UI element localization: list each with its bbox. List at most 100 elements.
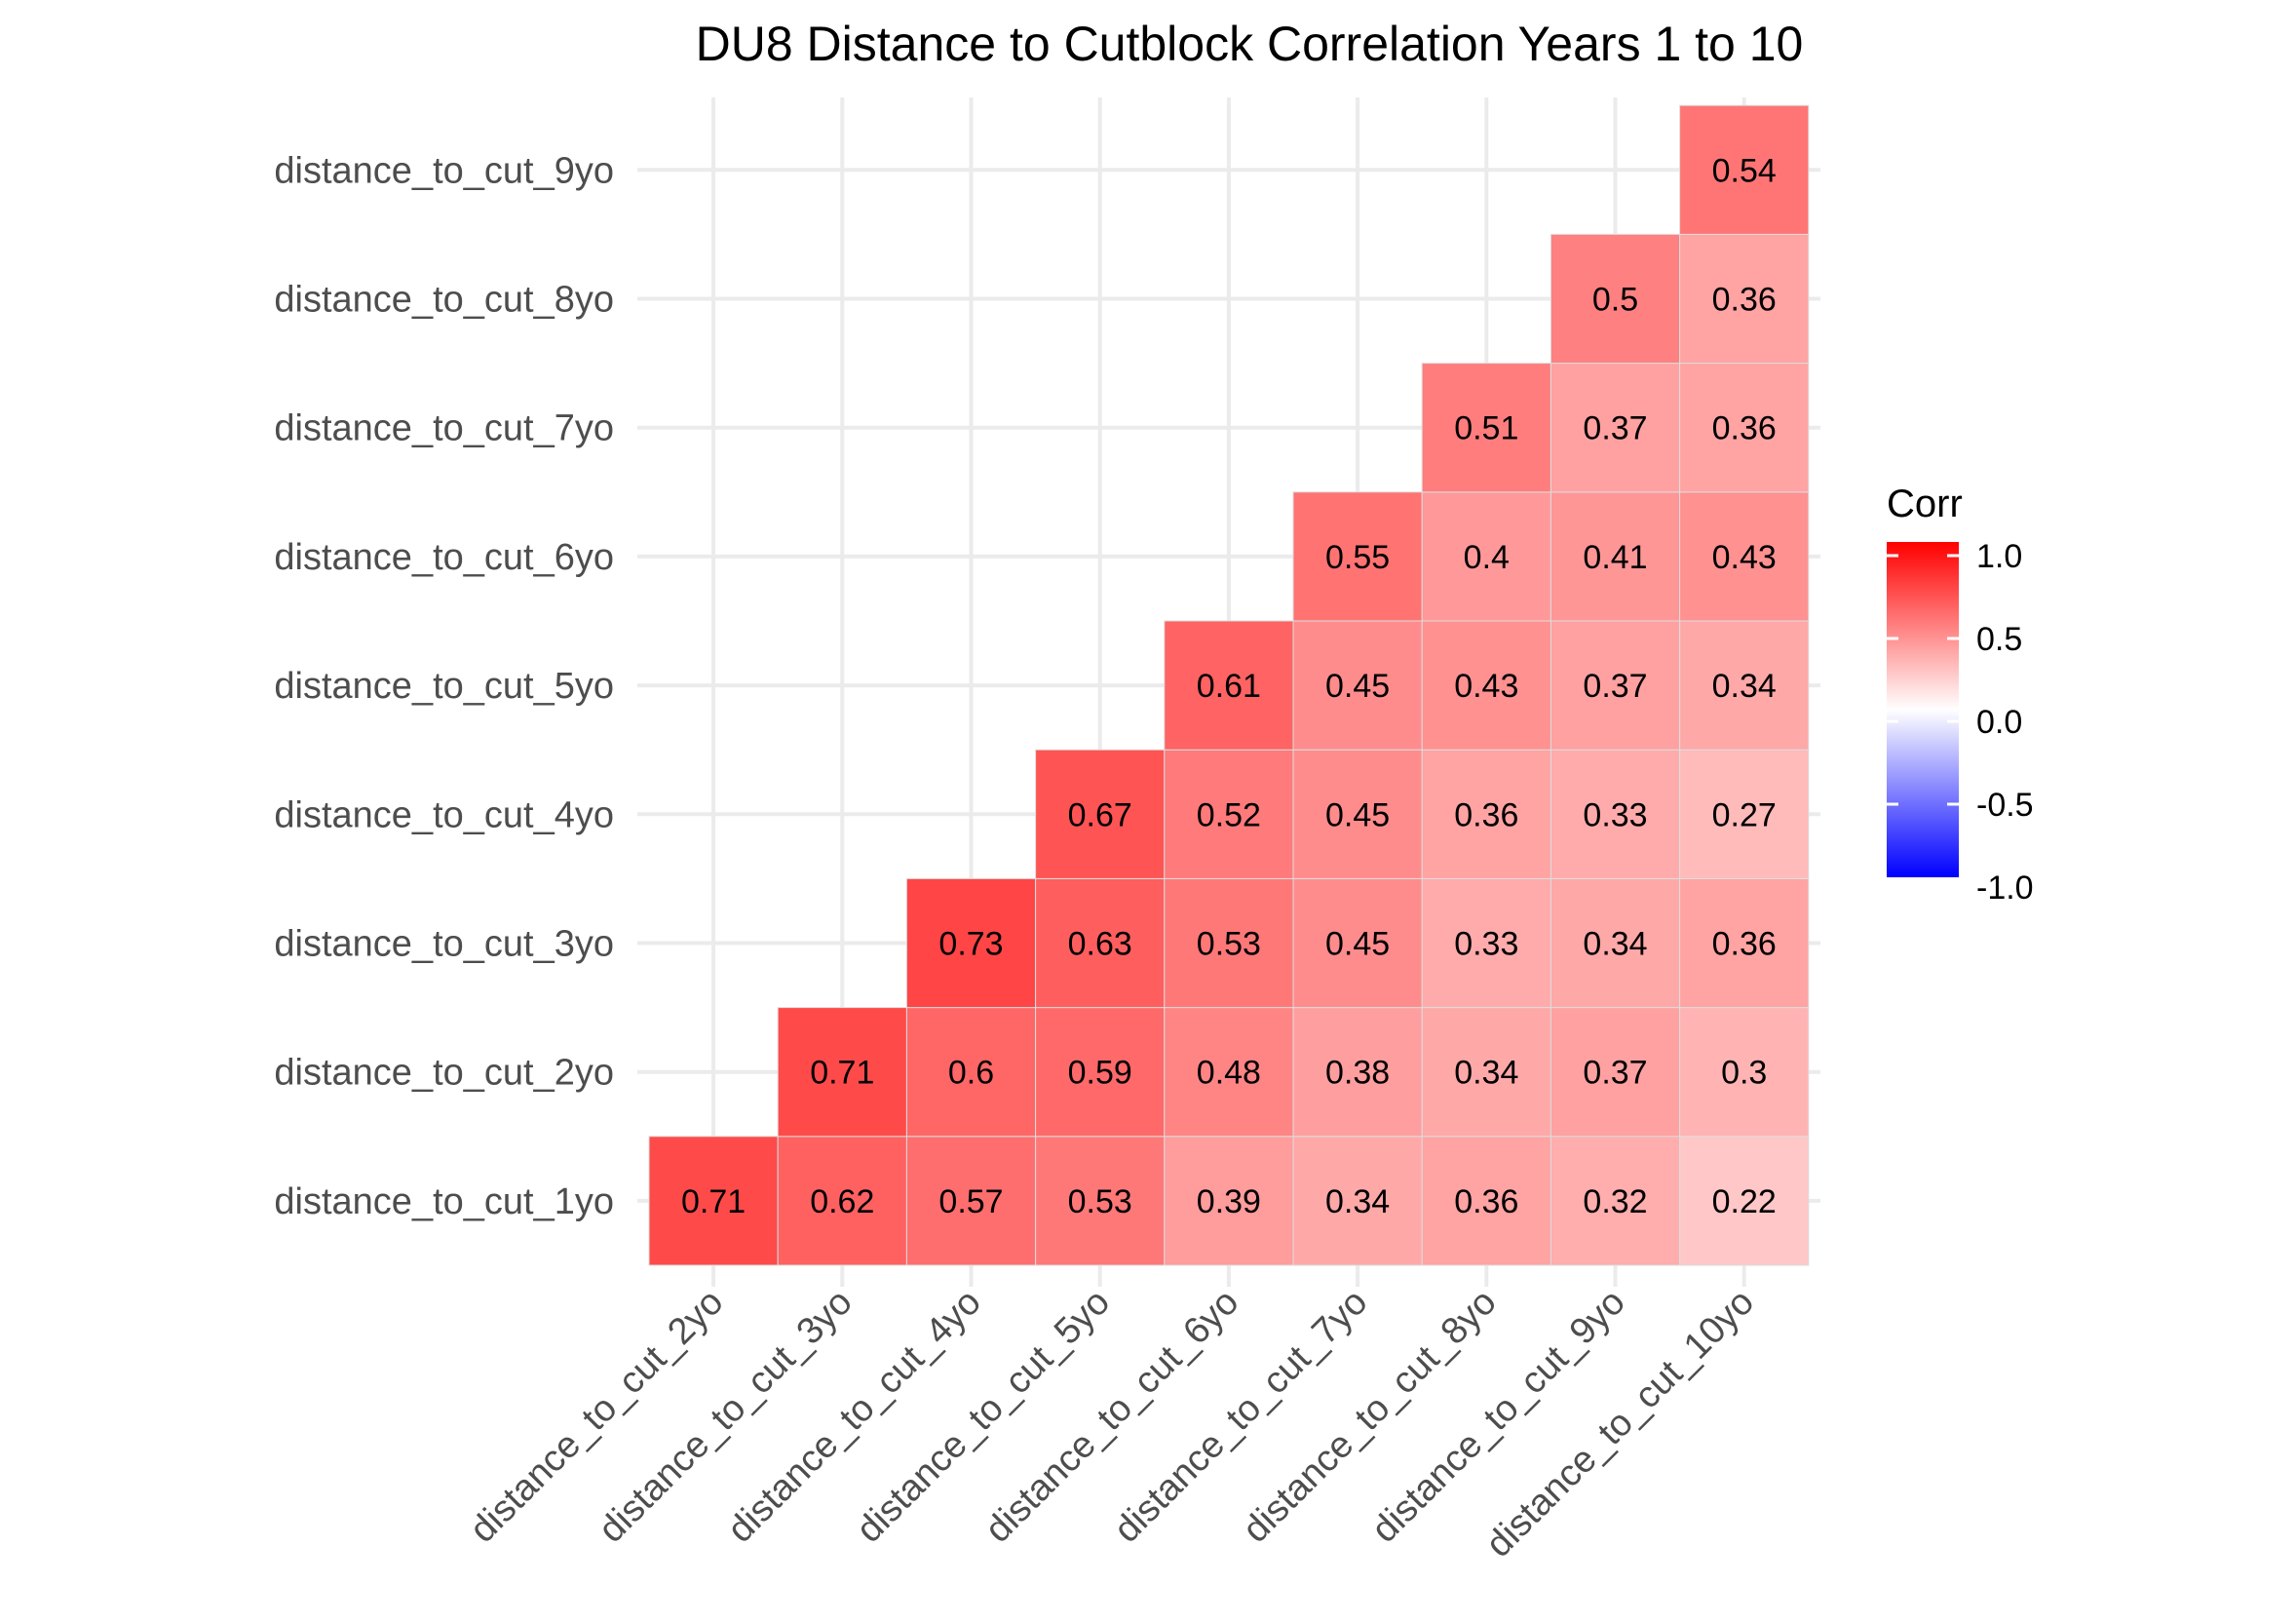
y-tick-label: distance_to_cut_8yo (274, 280, 614, 321)
heatmap-cell (1550, 1136, 1681, 1266)
heatmap-cell (905, 877, 1037, 1009)
legend-break-label: -1.0 (1976, 869, 2034, 907)
legend-break-label: 0.5 (1976, 621, 2022, 658)
cell-value-label: 0.63 (1068, 926, 1132, 963)
cell-value-label: 0.37 (1583, 410, 1647, 447)
cell-value-label: 0.36 (1712, 410, 1777, 447)
y-tick-label: distance_to_cut_1yo (274, 1181, 614, 1222)
cell-value-label: 0.3 (1721, 1055, 1767, 1092)
cell-value-label: 0.36 (1454, 796, 1518, 833)
cell-value-label: 0.45 (1325, 668, 1390, 705)
cell-value-label: 0.54 (1712, 152, 1777, 189)
cell-value-label: 0.4 (1464, 539, 1510, 576)
cell-value-label: 0.43 (1712, 539, 1777, 576)
heatmap-cell (1550, 620, 1681, 751)
cell-value-label: 0.73 (938, 926, 1003, 963)
cell-value-label: 0.43 (1454, 668, 1518, 705)
cell-value-label: 0.59 (1068, 1055, 1132, 1092)
heatmap-cell (1421, 1136, 1551, 1266)
heatmap-cell (1292, 491, 1423, 622)
cell-value-label: 0.33 (1583, 796, 1647, 833)
legend-ticks: 1.0 0.5 0.0 -0.5 -1.0 (1887, 538, 2034, 907)
legend-colorbar (1887, 542, 1959, 877)
cell-value-label: 0.53 (1068, 1183, 1132, 1220)
heatmap-cell (1550, 233, 1681, 365)
heatmap-cell (905, 1136, 1037, 1266)
cell-value-label: 0.27 (1712, 796, 1777, 833)
y-tick-label: distance_to_cut_2yo (274, 1053, 614, 1094)
heatmap-cell (777, 1007, 907, 1138)
heatmap-cell (1679, 749, 1810, 879)
heatmap-cell (1679, 491, 1810, 622)
cell-value-label: 0.33 (1454, 926, 1518, 963)
cell-value-label: 0.37 (1583, 1055, 1647, 1092)
legend-break-label: 1.0 (1976, 538, 2022, 575)
heatmap-cell (1292, 1136, 1423, 1266)
y-axis-tick-labels: distance_to_cut_1yo distance_to_cut_2yo di… (274, 150, 614, 1222)
heatmap-cell (777, 1136, 907, 1266)
cell-value-label: 0.53 (1197, 926, 1261, 963)
heatmap-cell (905, 1007, 1037, 1138)
cell-value-label: 0.41 (1583, 539, 1647, 576)
cell-value-label: 0.71 (681, 1183, 746, 1220)
cell-value-label: 0.55 (1325, 539, 1390, 576)
cell-value-label: 0.36 (1712, 926, 1777, 963)
heatmap-cell (1421, 491, 1551, 622)
cell-value-label: 0.45 (1325, 926, 1390, 963)
cell-value-label: 0.67 (1068, 796, 1132, 833)
cell-value-label: 0.34 (1454, 1055, 1518, 1092)
heatmap-cell (1292, 749, 1423, 879)
cell-value-label: 0.32 (1583, 1183, 1647, 1220)
cell-value-label: 0.45 (1325, 796, 1390, 833)
heatmap-cell (1421, 749, 1551, 879)
heatmap-cell (1421, 1007, 1551, 1138)
heatmap-cell (1550, 749, 1681, 879)
heatmap-cell (1550, 877, 1681, 1009)
heatmap-cell (1035, 877, 1166, 1009)
y-tick-label: distance_to_cut_4yo (274, 794, 614, 835)
cell-value-label: 0.34 (1583, 926, 1647, 963)
cell-value-label: 0.37 (1583, 668, 1647, 705)
legend-break-label: 0.0 (1976, 704, 2022, 741)
cell-value-label: 0.6 (948, 1055, 994, 1092)
cell-value-label: 0.48 (1197, 1055, 1261, 1092)
cell-value-label: 0.34 (1325, 1183, 1390, 1220)
heatmap-cell (1292, 620, 1423, 751)
chart-title: DU8 Distance to Cutblock Correlation Yea… (696, 17, 1804, 71)
heatmap-cells: 0.71 0.62 0.57 0.53 0.39 0.34 0.36 0.32 0.22 0.71… (648, 104, 1810, 1266)
heatmap-cell (1292, 1007, 1423, 1138)
y-tick-label: distance_to_cut_7yo (274, 408, 614, 449)
cell-value-label: 0.38 (1325, 1055, 1390, 1092)
cell-value-label: 0.52 (1197, 796, 1261, 833)
heatmap-cell (1679, 233, 1810, 365)
y-tick-label: distance_to_cut_5yo (274, 666, 614, 707)
heatmap-cell (1164, 620, 1294, 751)
heatmap-cell (1550, 1007, 1681, 1138)
cell-value-label: 0.57 (938, 1183, 1003, 1220)
legend: Corr 1.0 0.5 0.0 -0.5 -1.0 (1887, 483, 2034, 907)
cell-value-label: 0.39 (1197, 1183, 1261, 1220)
cell-value-label: 0.34 (1712, 668, 1777, 705)
heatmap-cell (1679, 620, 1810, 751)
cell-value-label: 0.22 (1712, 1183, 1777, 1220)
heatmap-cell (1035, 1007, 1166, 1138)
cell-value-label: 0.62 (810, 1183, 874, 1220)
heatmap-cell (1679, 877, 1810, 1009)
y-tick-label: distance_to_cut_6yo (274, 537, 614, 578)
cell-value-label: 0.51 (1454, 410, 1518, 447)
legend-break-label: -0.5 (1976, 787, 2034, 824)
y-tick-label: distance_to_cut_3yo (274, 924, 614, 965)
heatmap-cell (1421, 620, 1551, 751)
heatmap-cell (1421, 877, 1551, 1009)
y-tick-label: distance_to_cut_9yo (274, 150, 614, 191)
heatmap-cell (1164, 1007, 1294, 1138)
heatmap-cell (1164, 877, 1294, 1009)
cell-value-label: 0.36 (1454, 1183, 1518, 1220)
cell-value-label: 0.36 (1712, 282, 1777, 319)
cell-value-label: 0.5 (1592, 282, 1638, 319)
heatmap-cell (1292, 877, 1423, 1009)
legend-title: Corr (1887, 483, 1963, 525)
cell-value-label: 0.61 (1197, 668, 1261, 705)
heatmap-cell (1164, 749, 1294, 879)
